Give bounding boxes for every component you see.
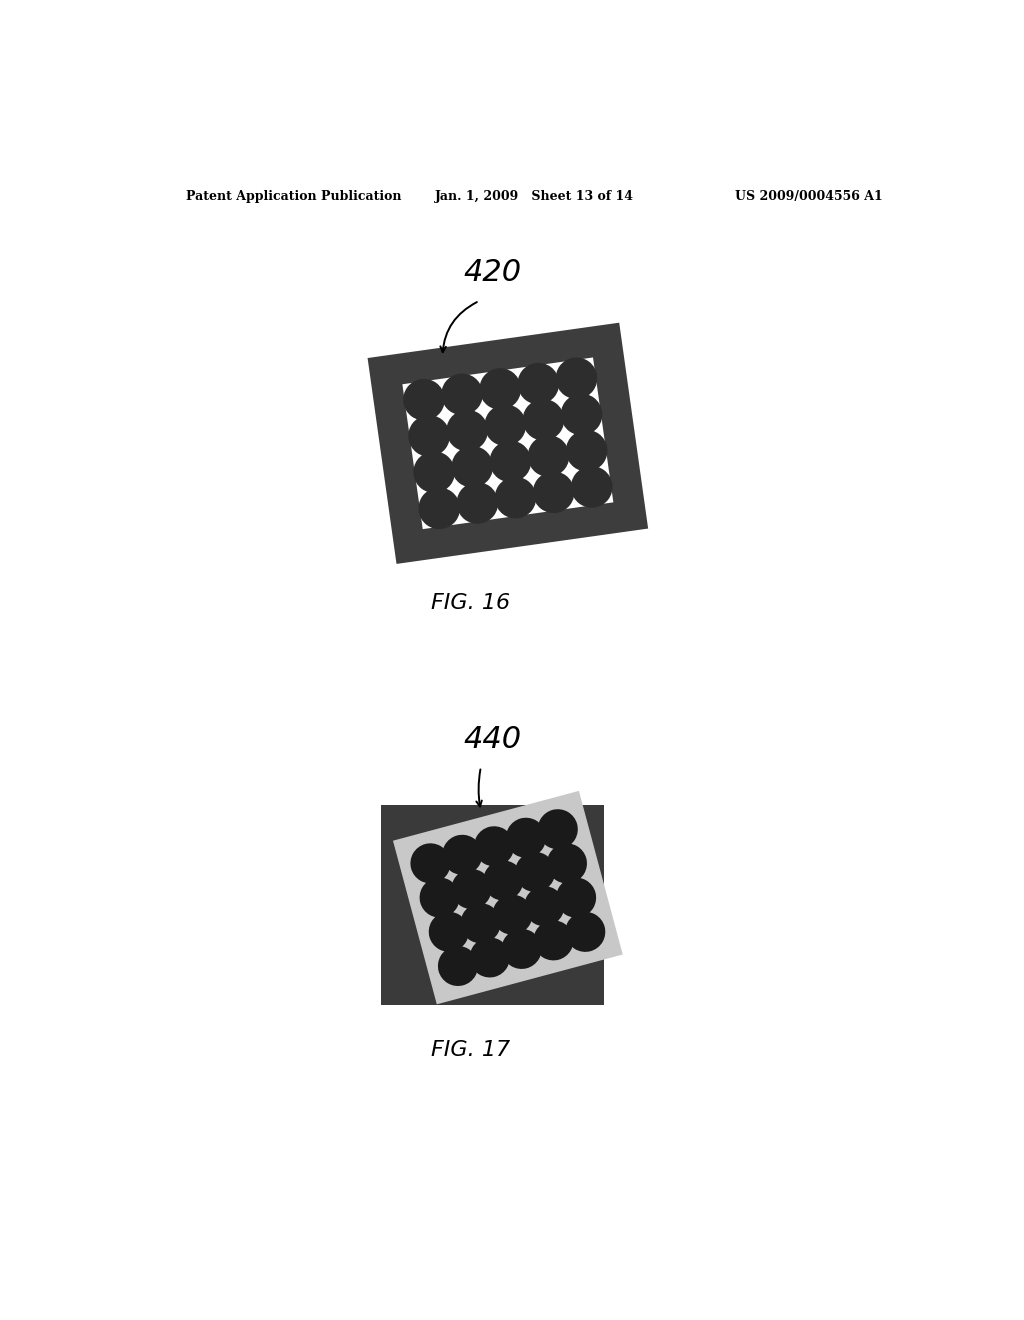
Circle shape: [556, 878, 596, 917]
Circle shape: [441, 374, 483, 414]
Bar: [381, 805, 604, 1006]
Circle shape: [438, 946, 478, 986]
Circle shape: [502, 929, 542, 969]
Circle shape: [429, 912, 469, 952]
Circle shape: [489, 441, 531, 482]
Circle shape: [419, 487, 460, 529]
Circle shape: [538, 809, 578, 849]
Bar: [368, 322, 648, 564]
Circle shape: [452, 869, 492, 909]
Circle shape: [532, 471, 574, 513]
Text: 420: 420: [463, 257, 521, 286]
Circle shape: [565, 912, 605, 952]
Text: US 2009/0004556 A1: US 2009/0004556 A1: [735, 190, 883, 203]
Text: 440: 440: [463, 725, 521, 754]
Circle shape: [556, 358, 597, 399]
Circle shape: [411, 843, 451, 883]
Circle shape: [420, 878, 460, 917]
Circle shape: [474, 826, 514, 866]
Text: FIG. 16: FIG. 16: [431, 594, 510, 614]
Circle shape: [522, 399, 564, 441]
Circle shape: [484, 404, 526, 446]
Circle shape: [566, 430, 607, 471]
Circle shape: [534, 920, 573, 961]
Circle shape: [561, 393, 602, 436]
Circle shape: [446, 409, 488, 451]
Circle shape: [517, 363, 559, 404]
Circle shape: [457, 482, 498, 524]
Circle shape: [571, 466, 612, 508]
Circle shape: [515, 851, 555, 892]
Circle shape: [461, 903, 501, 944]
Circle shape: [470, 937, 510, 978]
Circle shape: [483, 861, 523, 900]
Circle shape: [493, 895, 532, 935]
Circle shape: [409, 414, 450, 457]
Text: FIG. 17: FIG. 17: [431, 1040, 510, 1060]
Circle shape: [524, 886, 564, 927]
Circle shape: [442, 834, 482, 875]
Circle shape: [495, 477, 537, 519]
Bar: [402, 358, 613, 529]
Bar: [393, 791, 623, 1005]
Circle shape: [479, 368, 521, 409]
Circle shape: [414, 451, 455, 492]
Text: Patent Application Publication: Patent Application Publication: [186, 190, 401, 203]
Circle shape: [403, 379, 444, 421]
Circle shape: [506, 817, 546, 858]
Circle shape: [452, 446, 494, 487]
Circle shape: [527, 436, 569, 477]
Text: Jan. 1, 2009   Sheet 13 of 14: Jan. 1, 2009 Sheet 13 of 14: [435, 190, 634, 203]
Circle shape: [547, 843, 587, 883]
